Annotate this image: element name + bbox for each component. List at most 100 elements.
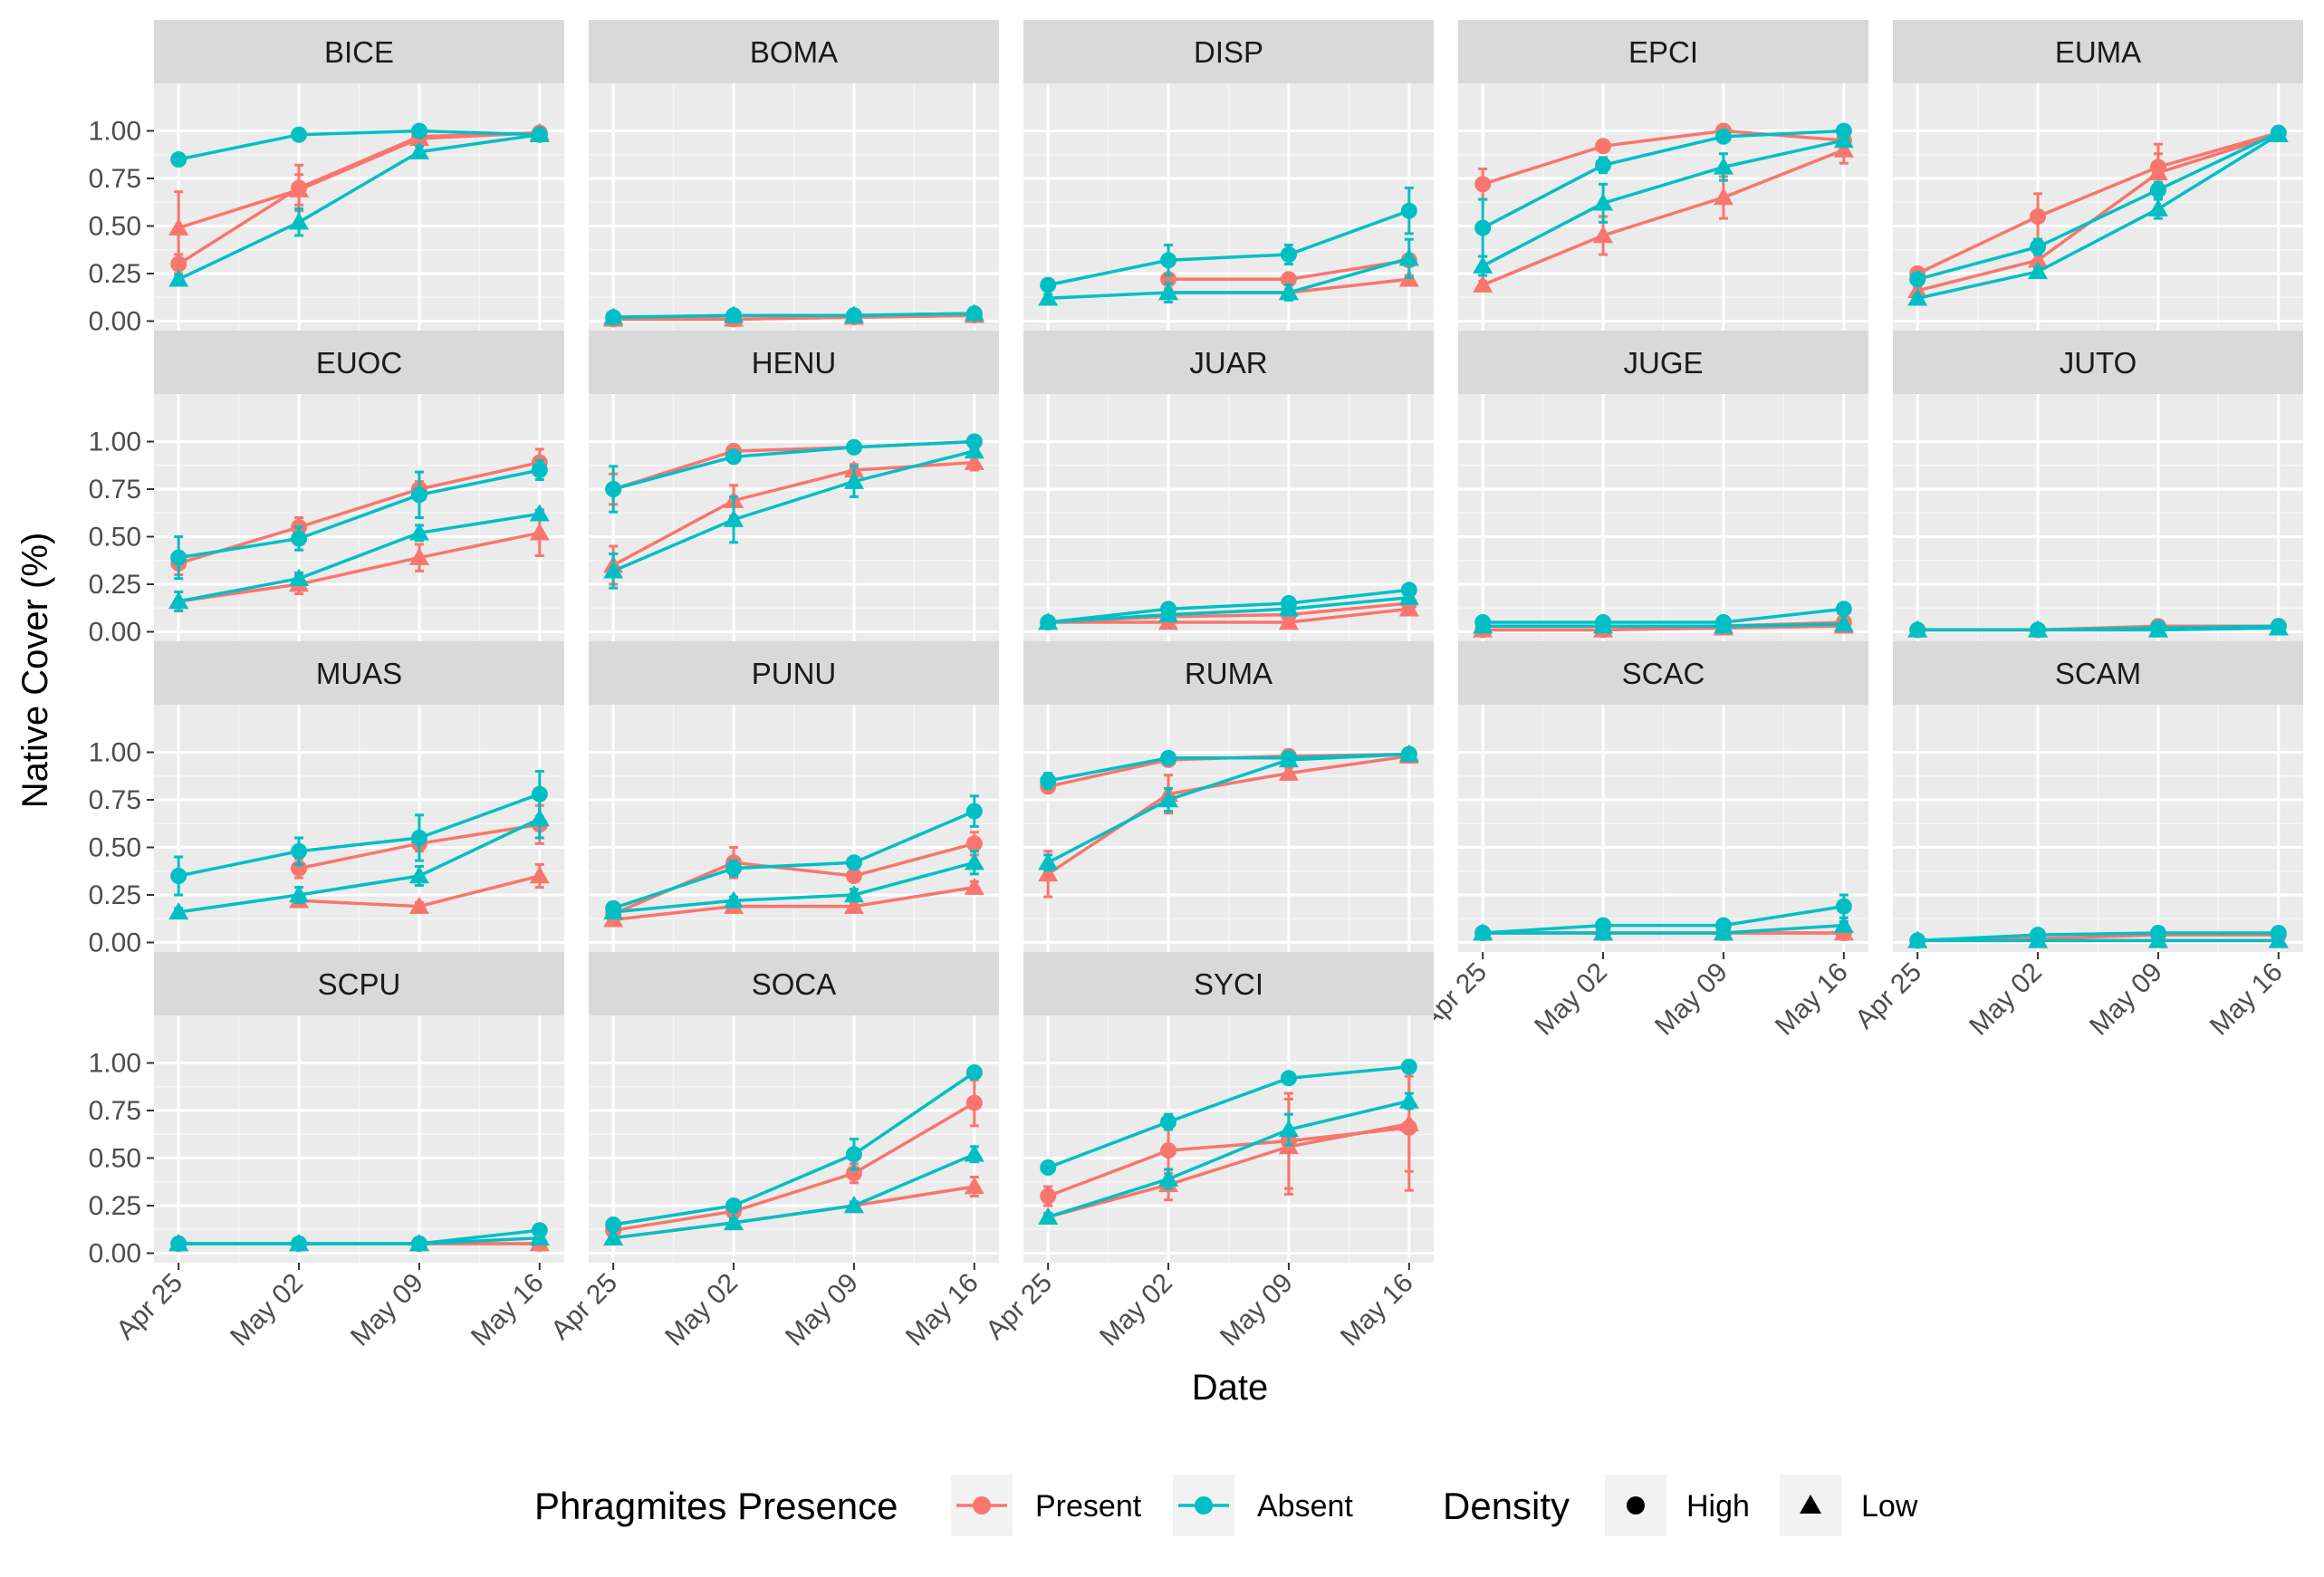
x-tick-label: May 16 xyxy=(1770,957,1854,1042)
data-point xyxy=(291,530,308,547)
data-point xyxy=(289,1234,310,1252)
series-absent-low xyxy=(1907,618,2289,638)
facet-strip xyxy=(589,20,999,83)
panel-soca: SOCA Apr 25 May 02 May 09 May 16 xyxy=(545,952,999,1352)
series-absent-low xyxy=(1038,237,1419,306)
series-line xyxy=(1916,130,2280,275)
panel-euoc: EUOC 0.00 0.25 0.50 0.75 1.00 xyxy=(89,331,564,648)
data-point xyxy=(291,842,308,860)
x-tick-label: May 02 xyxy=(1964,957,2048,1042)
series-absent-low xyxy=(603,303,984,325)
data-point xyxy=(603,1227,624,1245)
series-line xyxy=(612,449,975,572)
facet-strip xyxy=(589,331,999,394)
panel-epci: EPCI xyxy=(1458,20,1868,331)
y-tick-label: 1.00 xyxy=(89,1049,141,1079)
data-point xyxy=(964,1177,984,1195)
legend-label: Low xyxy=(1861,1489,1918,1524)
data-point xyxy=(1398,1091,1419,1109)
series-absent-low xyxy=(168,124,550,287)
series-absent-high xyxy=(1040,1058,1417,1176)
series-line xyxy=(1048,256,1410,301)
data-point xyxy=(603,307,624,325)
data-point xyxy=(170,151,187,168)
facet-strip xyxy=(154,952,564,1015)
series-line xyxy=(1047,588,1410,624)
panel-juto: JUTO xyxy=(1893,331,2303,641)
series-line xyxy=(1483,904,1845,935)
data-point xyxy=(1593,193,1614,211)
series-line xyxy=(1047,209,1410,287)
data-point xyxy=(410,830,427,846)
facet-label: EPCI xyxy=(1628,35,1698,69)
facet-strip xyxy=(154,20,564,83)
data-point xyxy=(1158,604,1179,622)
series-line xyxy=(1483,607,1845,624)
data-point xyxy=(964,303,984,322)
data-point xyxy=(1713,616,1733,634)
series-line xyxy=(178,130,540,230)
series-line xyxy=(1047,752,1409,864)
series-line xyxy=(1482,129,1844,186)
data-point xyxy=(1160,749,1177,766)
panel-ruma: RUMA xyxy=(1023,641,1434,952)
data-point xyxy=(2268,124,2289,142)
series-line xyxy=(612,809,975,910)
data-point xyxy=(1280,1070,1297,1087)
data-point xyxy=(168,269,189,287)
y-tick-label: 0.50 xyxy=(89,523,141,553)
data-point xyxy=(964,877,984,895)
facet-strip xyxy=(1458,20,1868,83)
series-line xyxy=(613,313,975,322)
series-line xyxy=(1482,148,1845,287)
series-line xyxy=(178,468,541,560)
y-tick-label: 0.25 xyxy=(89,570,141,600)
data-point xyxy=(1907,930,1928,948)
y-axis-title: Native Cover (%) xyxy=(15,533,55,809)
facet-label: PUNU xyxy=(752,657,837,690)
series-absent-low xyxy=(603,1144,984,1245)
facet-label: JUTO xyxy=(2060,346,2137,380)
series-absent-low xyxy=(1038,587,1419,630)
series-line xyxy=(613,312,975,320)
data-point xyxy=(965,1094,983,1111)
data-point xyxy=(408,1234,429,1252)
series-absent-low xyxy=(1473,915,1854,941)
data-point xyxy=(1400,202,1417,219)
y-tick-label: 1.00 xyxy=(89,738,141,768)
facet-strip xyxy=(1893,20,2303,83)
series-absent-high xyxy=(170,770,548,897)
data-point xyxy=(1398,248,1419,266)
facet-label: DISP xyxy=(1194,35,1263,69)
data-point xyxy=(2028,620,2049,638)
data-point xyxy=(1593,616,1614,634)
legend-label: Present xyxy=(1035,1489,1142,1524)
data-point xyxy=(1833,915,1854,933)
data-point xyxy=(964,852,984,870)
legend-key-marker xyxy=(973,1496,991,1514)
series-line xyxy=(178,817,541,914)
series-line xyxy=(1483,923,1844,935)
data-point xyxy=(845,854,862,871)
legend-label: High xyxy=(1686,1489,1750,1524)
facet-label: EUMA xyxy=(2055,35,2141,69)
data-point xyxy=(170,868,187,884)
series-absent-low xyxy=(168,798,550,920)
data-point xyxy=(1714,128,1732,145)
data-point xyxy=(531,785,548,803)
data-point xyxy=(1593,226,1614,244)
facet-strip xyxy=(1023,952,1434,1015)
data-point xyxy=(843,1196,864,1214)
x-tick-label: May 09 xyxy=(345,1268,429,1352)
y-tick-label: 0.75 xyxy=(89,785,141,815)
data-point xyxy=(1280,271,1297,288)
legend-key-marker xyxy=(1800,1495,1821,1514)
data-point xyxy=(289,212,310,230)
data-point xyxy=(529,1227,550,1245)
data-point xyxy=(1278,612,1299,630)
data-point xyxy=(1835,898,1852,915)
data-point xyxy=(2147,162,2168,180)
panel-juge: JUGE xyxy=(1458,331,1868,641)
x-tick-label: May 02 xyxy=(659,1268,744,1352)
